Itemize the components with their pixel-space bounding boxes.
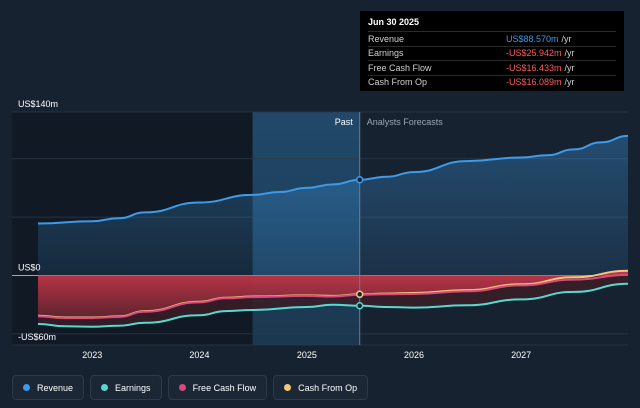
series-areas bbox=[38, 135, 628, 327]
y-axis-label: -US$60m bbox=[18, 332, 56, 342]
tooltip-label: Cash From Op bbox=[368, 77, 428, 88]
marker-point bbox=[355, 175, 364, 184]
legend-item-revenue[interactable]: Revenue bbox=[12, 375, 85, 400]
legend-label: Free Cash Flow bbox=[192, 382, 257, 393]
legend-label: Revenue bbox=[37, 382, 74, 393]
y-axis-labels: US$140m US$0 -US$60m bbox=[18, 99, 58, 342]
tooltip-label: Earnings bbox=[368, 48, 404, 59]
forecast-label: Analysts Forecasts bbox=[367, 117, 444, 127]
tooltip-unit: /yr bbox=[564, 48, 575, 59]
marker-point bbox=[355, 290, 364, 299]
x-axis-label: 2027 bbox=[511, 350, 531, 360]
x-axis-labels: 2023 2024 2025 2026 2027 bbox=[82, 350, 531, 360]
marker-point bbox=[355, 301, 364, 310]
free-cash-flow-dot-icon bbox=[178, 384, 186, 391]
legend: Revenue Earnings Free Cash Flow Cash Fro… bbox=[12, 375, 369, 400]
earnings-dot-icon bbox=[101, 384, 109, 391]
series-lines bbox=[37, 134, 629, 328]
x-axis-label: 2023 bbox=[82, 350, 102, 360]
tooltip-unit: /yr bbox=[564, 77, 575, 88]
tooltip-value: -US$16.089m bbox=[506, 77, 562, 88]
revenue-dot-icon bbox=[23, 384, 30, 391]
revenue-area bbox=[38, 135, 628, 276]
y-axis-label: US$0 bbox=[18, 263, 41, 273]
free-cash-flow-line bbox=[37, 273, 629, 320]
tooltip-value: -US$25.942m bbox=[506, 48, 562, 59]
x-axis-label: 2026 bbox=[404, 350, 424, 360]
legend-label: Cash From Op bbox=[298, 382, 358, 393]
x-axis-label: 2024 bbox=[189, 350, 209, 360]
cash-from-op-area bbox=[38, 270, 628, 318]
legend-item-earnings[interactable]: Earnings bbox=[90, 375, 162, 400]
tooltip-value: -US$16.433m bbox=[506, 62, 562, 73]
legend-item-cash-from-op[interactable]: Cash From Op bbox=[273, 375, 369, 400]
y-axis-label: US$140m bbox=[18, 99, 58, 109]
hover-markers bbox=[355, 175, 364, 310]
tooltip-date: Jun 30 2025 bbox=[368, 17, 420, 27]
tooltip-unit: /yr bbox=[561, 33, 572, 44]
tooltip: Jun 30 2025 Revenue US$88.570m/yr Earnin… bbox=[360, 11, 624, 91]
tooltip-row-earnings: Earnings -US$25.942m/yr bbox=[368, 45, 616, 61]
tooltip-row-revenue: Revenue US$88.570m/yr bbox=[368, 31, 616, 46]
earnings-line bbox=[37, 282, 629, 328]
legend-item-free-cash-flow[interactable]: Free Cash Flow bbox=[167, 375, 268, 400]
tooltip-unit: /yr bbox=[564, 62, 575, 73]
tooltip-row-free-cash-flow: Free Cash Flow -US$16.433m/yr bbox=[368, 60, 616, 75]
legend-label: Earnings bbox=[115, 382, 151, 393]
tooltip-row-cash-from-op: Cash From Op -US$16.089m/yr bbox=[368, 74, 616, 90]
cash-from-op-dot-icon bbox=[284, 384, 292, 391]
x-axis-label: 2025 bbox=[297, 350, 317, 360]
tooltip-label: Free Cash Flow bbox=[368, 62, 432, 73]
tooltip-label: Revenue bbox=[368, 33, 405, 44]
revenue-line bbox=[37, 134, 629, 225]
tooltip-value: US$88.570m bbox=[506, 33, 559, 44]
past-label: Past bbox=[335, 117, 354, 127]
